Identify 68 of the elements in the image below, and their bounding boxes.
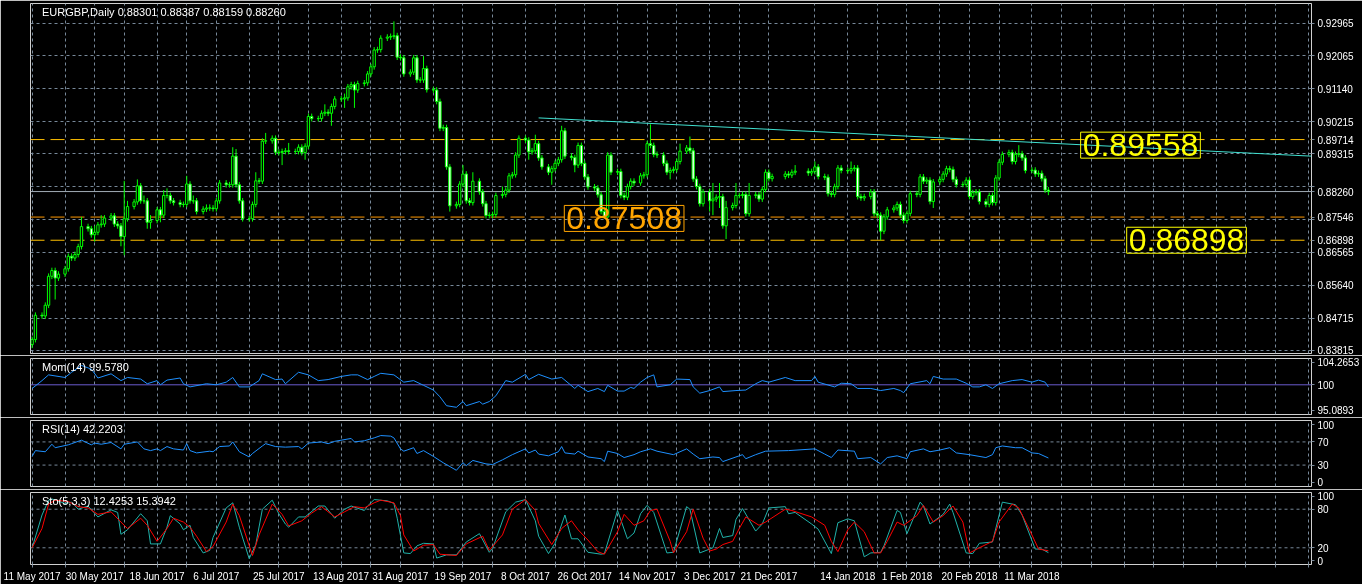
- y-tick-label: 30: [1317, 460, 1330, 472]
- ref-line-label: 0.89714: [1317, 134, 1355, 146]
- x-tick-label: 20 Feb 2018: [941, 570, 998, 582]
- line-series: [31, 364, 1049, 408]
- x-tick-label: 19 Sep 2017: [434, 570, 492, 582]
- x-tick-label: 21 Dec 2017: [740, 570, 798, 582]
- candlestick: [323, 103, 327, 117]
- x-tick-label: 31 Aug 2017: [372, 570, 429, 582]
- candlestick: [162, 189, 166, 219]
- x-tick-label: 11 Mar 2018: [1004, 570, 1061, 582]
- candlestick: [527, 136, 531, 161]
- candlestick: [931, 178, 935, 209]
- candlestick: [724, 200, 728, 240]
- candlestick: [135, 178, 140, 206]
- candlestick: [188, 180, 192, 205]
- y-tick-label: 100: [1317, 419, 1335, 431]
- y-tick-label: 0.91140: [1317, 83, 1354, 95]
- candlestick: [185, 175, 189, 208]
- candlestick: [879, 211, 883, 241]
- ref-line-label: 0.86898: [1317, 235, 1355, 247]
- candlestick: [961, 181, 965, 188]
- x-tick-label: 25 Jul 2017: [252, 570, 306, 582]
- y-tick-label: 0.83815: [1317, 345, 1355, 357]
- ref-line-label: 0.88260: [1317, 186, 1355, 198]
- y-tick-label: 20: [1317, 542, 1330, 554]
- y-tick-label: 0.90215: [1317, 116, 1355, 128]
- y-tick-label: 0.84715: [1317, 313, 1355, 325]
- x-tick-label: 3 Dec 2017: [684, 570, 736, 582]
- y-tick-label: 0.89315: [1317, 148, 1355, 160]
- candlestick: [326, 108, 330, 117]
- candlestick: [770, 173, 774, 183]
- candlestick: [747, 182, 751, 218]
- candlestick: [1030, 166, 1034, 174]
- candlestick: [1023, 154, 1028, 174]
- chart-title: EURGBP,Daily 0.88301 0.88387 0.88159 0.88260: [42, 5, 286, 18]
- candlestick: [122, 180, 126, 256]
- y-tick-label: 100: [1317, 491, 1335, 503]
- y-tick-label: 104.2653: [1317, 357, 1360, 369]
- y-tick-label: 0.92965: [1317, 18, 1355, 30]
- candlestick: [109, 212, 113, 222]
- line-series: [31, 435, 1049, 471]
- x-tick-label: 11 May 2017: [3, 570, 62, 582]
- y-tick-label: 80: [1317, 504, 1330, 516]
- candlestick: [139, 182, 143, 205]
- y-tick-label: 0.85640: [1317, 280, 1355, 292]
- y-tick-label: 95.0893: [1317, 405, 1355, 417]
- x-tick-label: 13 Aug 2017: [312, 570, 370, 582]
- x-tick-label: 14 Nov 2017: [618, 570, 676, 582]
- y-tick-label: 0.86565: [1317, 247, 1355, 259]
- x-tick-label: 26 Oct 2017: [557, 570, 613, 582]
- x-tick-label: 18 Jun 2017: [129, 570, 186, 582]
- candlestick: [145, 197, 149, 230]
- y-tick-label: 0: [1317, 555, 1324, 567]
- x-tick-label: 8 Oct 2017: [501, 570, 551, 582]
- candlestick: [576, 142, 580, 169]
- y-tick-label: 70: [1317, 436, 1330, 448]
- candlestick: [1007, 149, 1011, 158]
- chart-title: Sto(5,3,3) 12.4253 15.3942: [42, 494, 176, 507]
- ref-line-label: 0.87546: [1317, 212, 1355, 224]
- y-tick-label: 0: [1317, 477, 1324, 489]
- chart-title: RSI(14) 42.2203: [42, 422, 123, 435]
- x-tick-label: 14 Jan 2018: [820, 570, 876, 582]
- x-tick-label: 6 Jul 2017: [193, 570, 240, 582]
- x-tick-label: 30 May 2017: [65, 570, 124, 582]
- candlestick: [533, 134, 537, 155]
- candlestick: [632, 177, 636, 187]
- y-tick-label: 0.92065: [1317, 50, 1355, 62]
- x-tick-label: 1 Feb 2018: [881, 570, 933, 582]
